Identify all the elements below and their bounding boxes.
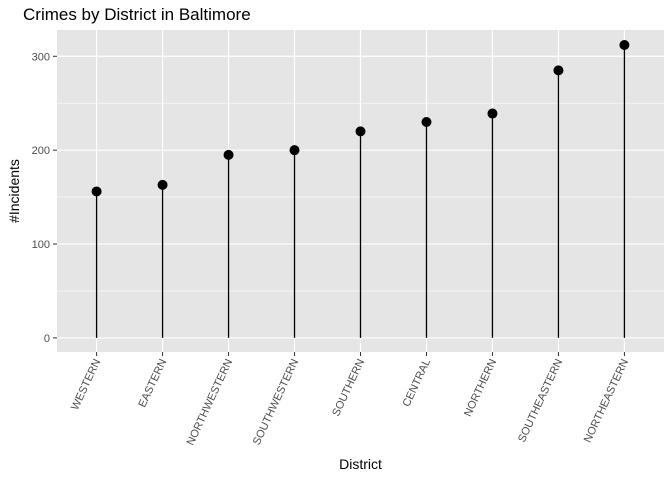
lollipop-point	[619, 40, 630, 51]
x-tick-label: SOUTHWESTERN	[251, 357, 301, 447]
lollipop-point	[223, 149, 234, 160]
x-tick-label: NORTHEASTERN	[582, 357, 631, 444]
lollipop-point	[289, 145, 300, 156]
data-marks	[91, 40, 630, 338]
x-tick-label: CENTRAL	[401, 357, 434, 409]
y-tick-label: 300	[32, 51, 50, 63]
chart-title: Crimes by District in Baltimore	[23, 5, 251, 24]
x-axis-title: District	[339, 456, 382, 472]
y-axis: 0 100 200 300	[32, 51, 57, 345]
lollipop-point	[487, 108, 498, 119]
lollipop-point	[91, 186, 102, 197]
x-tick-label: SOUTHEASTERN	[516, 357, 565, 444]
x-tick-label: NORTHERN	[462, 357, 499, 418]
x-tick-label: WESTERN	[69, 357, 103, 412]
x-tick-label: SOUTHERN	[330, 357, 367, 418]
y-tick-label: 100	[32, 239, 50, 251]
lollipop-point	[157, 179, 168, 190]
y-tick-label: 0	[44, 333, 50, 345]
lollipop-point	[421, 117, 432, 127]
y-axis-title: #Incidents	[6, 159, 22, 223]
x-tick-label: EASTERN	[136, 357, 169, 409]
y-tick-label: 200	[32, 145, 50, 157]
lollipop-point	[553, 65, 564, 76]
x-axis: WESTERN EASTERN NORTHWESTERN SOUTHWESTERN SO…	[69, 352, 631, 447]
x-tick-label: NORTHWESTERN	[185, 357, 236, 447]
lollipop-point	[355, 126, 366, 137]
